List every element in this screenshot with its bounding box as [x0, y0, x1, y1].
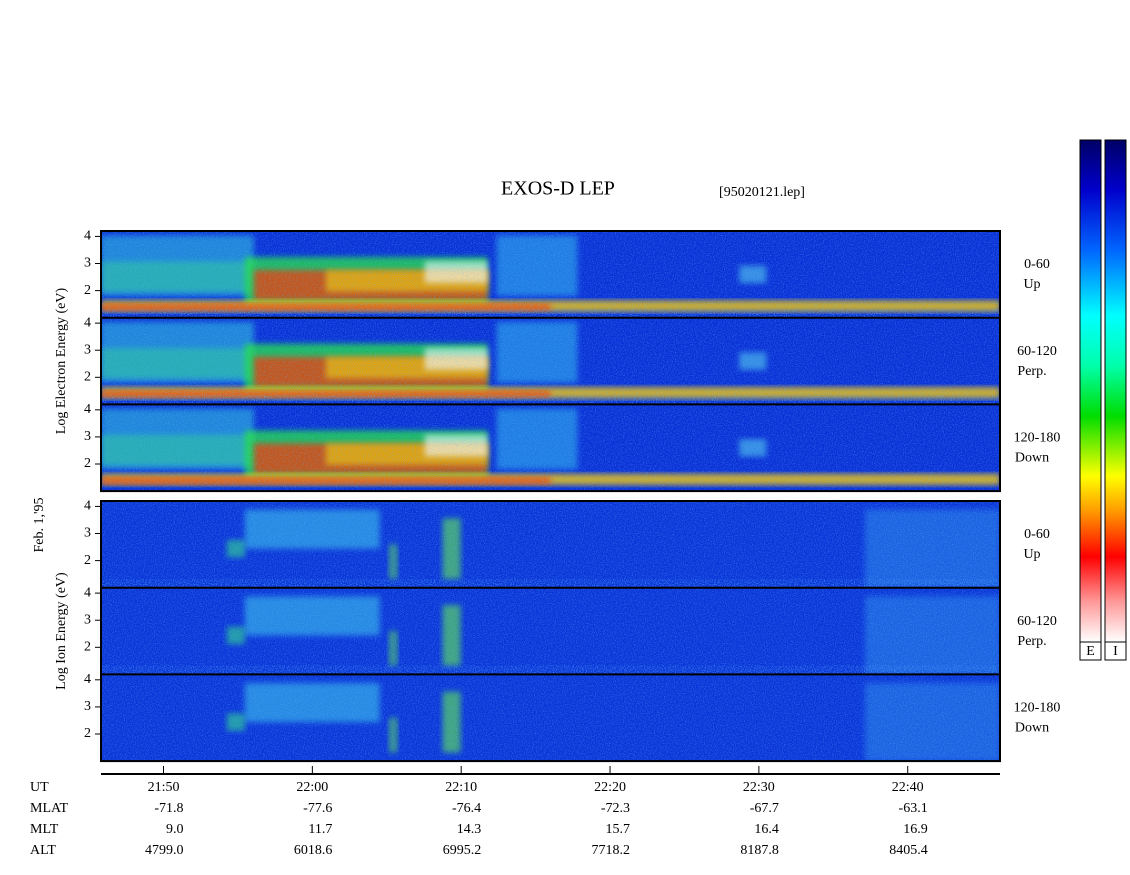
row-value: 15.7 — [606, 822, 631, 837]
direction-label: Perp. — [1017, 364, 1046, 379]
y-axis-label: Log Electron Energy (eV) — [54, 288, 69, 435]
row-value: 8405.4 — [889, 843, 928, 858]
spectrogram — [101, 231, 1000, 491]
row-label: ALT — [30, 843, 56, 858]
color-bar-label: E — [1086, 644, 1095, 659]
panel-frame — [100, 500, 1001, 763]
row-value: 14.3 — [457, 822, 482, 837]
noise — [101, 674, 1000, 761]
x-tick-label: 21:50 — [148, 780, 180, 795]
x-tick-label: 22:00 — [296, 780, 328, 795]
row-value: 9.0 — [166, 822, 184, 837]
row-value: 7718.2 — [592, 843, 631, 858]
spectrogram — [101, 501, 1000, 761]
y-tick-label: 2 — [84, 553, 91, 568]
angle-label: 60-120 — [1017, 344, 1057, 359]
y-axis-label: Log Ion Energy (eV) — [54, 572, 69, 690]
panel-frame — [100, 230, 1001, 493]
row-value: 6995.2 — [443, 843, 482, 858]
y-tick-label: 3 — [84, 342, 91, 357]
file-name: [95020121.lep] — [719, 185, 805, 200]
y-tick-label: 3 — [84, 612, 91, 627]
y-tick-label: 3 — [84, 256, 91, 271]
noise — [101, 587, 1000, 675]
row-label: MLAT — [30, 801, 69, 816]
angle-label: 0-60 — [1024, 527, 1050, 542]
y-tick-label: 4 — [84, 585, 91, 600]
direction-label: Up — [1023, 277, 1040, 292]
direction-label: Perp. — [1017, 634, 1046, 649]
row-value: -72.3 — [601, 801, 630, 816]
chart-title: EXOS-D LEP — [501, 178, 615, 200]
y-tick-label: 2 — [84, 370, 91, 385]
y-tick-label: 2 — [84, 640, 91, 655]
angle-label: 120-180 — [1014, 701, 1061, 716]
row-value: 4799.0 — [145, 843, 184, 858]
y-tick-label: 2 — [84, 283, 91, 298]
y-tick-label: 4 — [84, 672, 91, 687]
color-bar-label-box — [1079, 641, 1102, 661]
y-tick-label: 4 — [84, 402, 91, 417]
y-tick-label: 3 — [84, 429, 91, 444]
row-value: -77.6 — [303, 801, 332, 816]
row-value: 6018.6 — [294, 843, 333, 858]
direction-label: Up — [1023, 547, 1040, 562]
direction-label: Down — [1015, 721, 1049, 736]
angle-label: 60-120 — [1017, 614, 1057, 629]
angle-label: 0-60 — [1024, 257, 1050, 272]
color-bar — [1079, 139, 1102, 643]
row-value: -71.8 — [154, 801, 183, 816]
x-axis-label: UT — [30, 780, 49, 795]
noise — [101, 404, 1000, 491]
color-bar-label-box — [1104, 641, 1127, 661]
color-bar-label: I — [1113, 644, 1118, 659]
y-tick-label: 4 — [84, 229, 91, 244]
row-value: 8187.8 — [740, 843, 779, 858]
direction-label: Down — [1015, 451, 1049, 466]
x-tick-label: 22:10 — [445, 780, 477, 795]
y-tick-label: 2 — [84, 456, 91, 471]
row-value: 16.9 — [903, 822, 928, 837]
row-value: -63.1 — [899, 801, 928, 816]
x-tick-label: 22:40 — [892, 780, 924, 795]
row-label: MLT — [30, 822, 59, 837]
y-tick-label: 2 — [84, 726, 91, 741]
noise — [101, 317, 1000, 405]
noise — [101, 231, 1000, 318]
x-tick-label: 22:30 — [743, 780, 775, 795]
y-tick-label: 4 — [84, 499, 91, 514]
row-value: -67.7 — [750, 801, 779, 816]
y-tick-label: 3 — [84, 526, 91, 541]
noise — [101, 501, 1000, 588]
row-value: 16.4 — [754, 822, 779, 837]
x-tick-label: 22:20 — [594, 780, 626, 795]
y-tick-label: 3 — [84, 699, 91, 714]
color-bar — [1104, 139, 1127, 643]
date-label: Feb. 1,'95 — [32, 497, 47, 552]
row-value: 11.7 — [308, 822, 332, 837]
row-value: -76.4 — [452, 801, 481, 816]
y-tick-label: 4 — [84, 315, 91, 330]
angle-label: 120-180 — [1014, 431, 1061, 446]
